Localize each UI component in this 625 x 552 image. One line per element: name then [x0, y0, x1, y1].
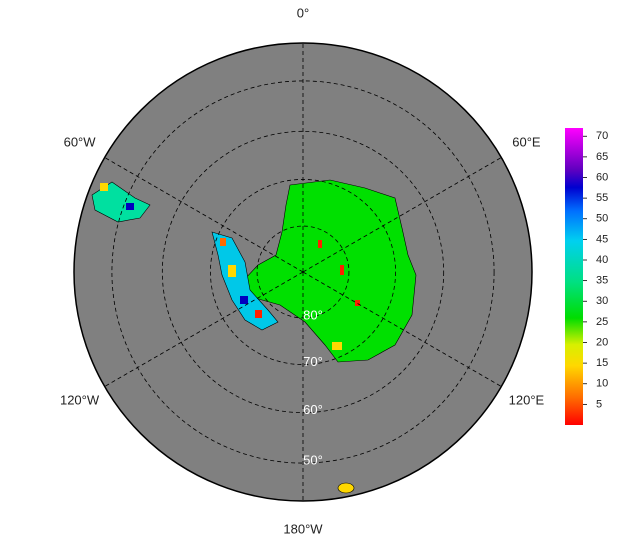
colorbar-tick-label: 70	[596, 130, 608, 142]
patch	[220, 238, 226, 246]
colorbar-tick-label: 40	[596, 254, 608, 266]
land	[91, 179, 417, 494]
parallel	[161, 130, 445, 414]
parallel-label: 70°	[303, 354, 323, 369]
parallel	[111, 80, 495, 464]
parallel-label: 50°	[303, 453, 323, 468]
parallel	[210, 179, 396, 365]
colorbar-tick-label: 20	[596, 336, 608, 348]
meridian-label: 120°E	[509, 392, 545, 407]
patch	[240, 296, 248, 304]
patch	[228, 265, 236, 277]
parallel-label: 80°	[303, 307, 323, 322]
colorbar-tick-label: 60	[596, 171, 608, 183]
island	[337, 482, 355, 494]
antarctica	[241, 179, 417, 363]
colorbar-tick-label: 65	[596, 151, 608, 163]
peninsula	[211, 231, 279, 331]
patch	[100, 183, 108, 191]
parallel	[256, 225, 350, 319]
patch	[255, 310, 262, 318]
meridian-label: 180°W	[283, 521, 323, 536]
patch	[126, 203, 134, 210]
colorbar-tick-label: 30	[596, 295, 608, 307]
colorbar-tick-label: 10	[596, 378, 608, 390]
patch	[355, 300, 360, 306]
colorbar-tick-label: 15	[596, 357, 608, 369]
meridian-label: 0°	[297, 5, 309, 20]
colorbar-tick-label: 25	[596, 316, 608, 328]
colorbar-tick-label: 50	[596, 213, 608, 225]
south-america-tip	[91, 181, 151, 223]
parallel-label: 60°	[303, 402, 323, 417]
meridian-label: 60°E	[512, 134, 541, 149]
colorbar-tick-label: 5	[596, 398, 602, 410]
patch	[332, 342, 342, 350]
colorbar-tick-label: 45	[596, 233, 608, 245]
meridian-label: 60°W	[64, 134, 97, 149]
patch	[340, 265, 344, 275]
meridian-label: 120°W	[60, 392, 100, 407]
colorbar-tick-label: 55	[596, 192, 608, 204]
patch	[318, 240, 322, 248]
colorbar-tick-label: 35	[596, 275, 608, 287]
colorbar	[565, 128, 583, 425]
